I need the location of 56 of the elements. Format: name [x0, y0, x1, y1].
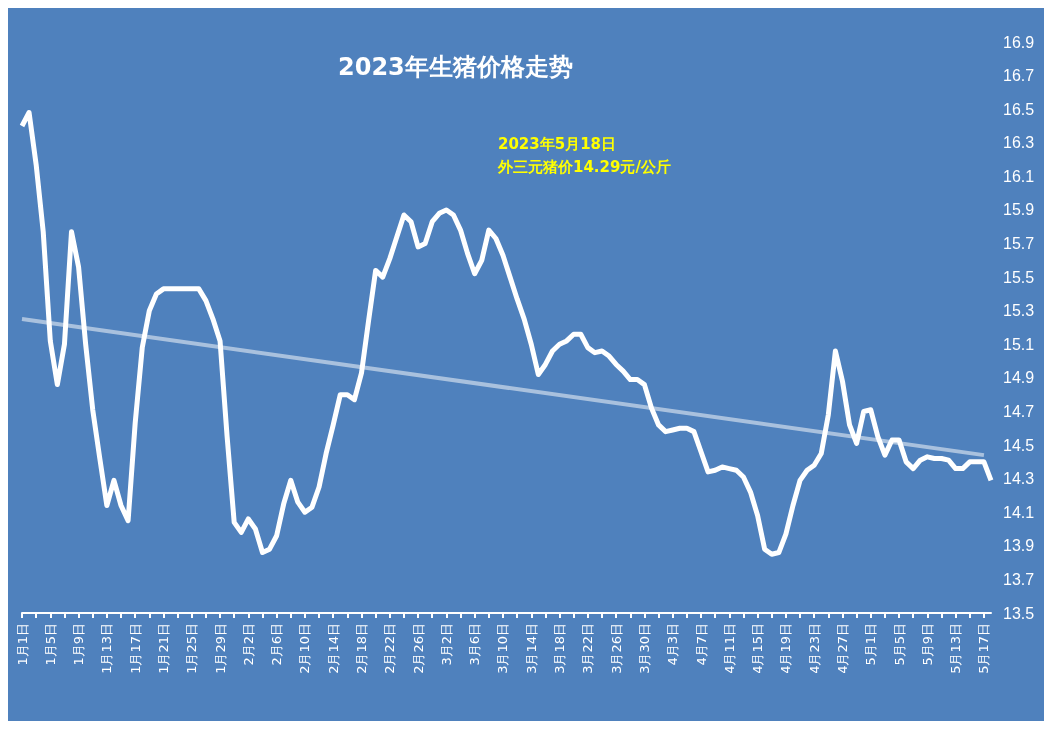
x-tick-label: 1月9日	[71, 623, 87, 666]
x-tick-label: 1月13日	[99, 623, 115, 674]
x-tick-label: 3月22日	[580, 623, 596, 674]
x-tick-label: 2月22日	[382, 623, 398, 674]
x-tick-label: 4月27日	[834, 623, 850, 674]
y-tick-label: 16.7	[1003, 67, 1035, 85]
x-tick-label: 2月18日	[354, 623, 369, 674]
x-tick-label: 5月13日	[948, 623, 964, 674]
x-tick-label: 2月10日	[297, 623, 313, 674]
x-tick-label: 3月10日	[495, 623, 511, 674]
annotation: 2023年5月18日	[498, 134, 617, 153]
x-tick-label: 2月26日	[410, 623, 426, 674]
y-tick-label: 14.7	[1003, 402, 1035, 420]
x-tick-label: 2月2日	[240, 623, 256, 666]
x-tick-label: 1月1日	[14, 623, 30, 666]
x-tick-label: 1月25日	[184, 623, 200, 674]
x-tick-label: 3月6日	[467, 623, 483, 666]
y-tick-label: 15.3	[1003, 302, 1035, 320]
x-tick-label: 5月17日	[976, 623, 992, 674]
x-tick-label: 3月18日	[552, 623, 568, 674]
y-tick-label: 15.1	[1003, 335, 1035, 353]
y-tick-label: 15.7	[1003, 235, 1035, 253]
x-tick-label: 2月6日	[269, 623, 285, 666]
x-tick-label: 3月30日	[636, 623, 652, 674]
x-tick-label: 5月9日	[919, 623, 935, 666]
x-tick-label: 5月1日	[863, 623, 879, 666]
y-tick-label: 13.7	[1003, 570, 1035, 588]
x-tick-label: 3月14日	[523, 623, 539, 674]
x-tick-label: 4月7日	[693, 623, 709, 666]
x-tick-label: 1月5日	[42, 623, 58, 666]
y-tick-label: 16.3	[1003, 134, 1035, 152]
x-tick-label: 4月11日	[721, 623, 737, 674]
y-tick-label: 16.5	[1003, 100, 1035, 118]
y-tick-label: 14.1	[1003, 503, 1035, 521]
x-tick-label: 1月17日	[127, 623, 143, 674]
annotation: 外三元猪价14.29元/公斤	[497, 157, 671, 176]
x-tick-label: 1月29日	[212, 623, 228, 674]
y-tick-label: 15.5	[1003, 268, 1035, 286]
y-tick-label: 15.9	[1003, 201, 1035, 219]
x-tick-label: 5月5日	[891, 623, 907, 666]
y-tick-label: 14.3	[1003, 470, 1035, 488]
y-tick-label: 14.5	[1003, 436, 1035, 454]
y-tick-label: 16.1	[1003, 167, 1035, 185]
x-tick-label: 4月19日	[778, 623, 794, 674]
y-tick-label: 14.9	[1003, 369, 1035, 387]
x-tick-label: 4月23日	[806, 623, 822, 674]
y-tick-label: 13.9	[1003, 537, 1035, 555]
y-tick-label: 16.9	[1003, 33, 1035, 51]
x-tick-label: 4月3日	[665, 623, 681, 666]
x-tick-label: 4月15日	[750, 623, 766, 674]
text: 2023年生猪价格走势	[338, 53, 573, 81]
x-tick-label: 3月2日	[438, 623, 454, 666]
x-tick-label: 3月26日	[608, 623, 624, 674]
x-tick-label: 1月21日	[155, 623, 171, 674]
y-tick-label: 13.5	[1003, 604, 1035, 622]
x-tick-label: 2月14日	[325, 623, 341, 674]
